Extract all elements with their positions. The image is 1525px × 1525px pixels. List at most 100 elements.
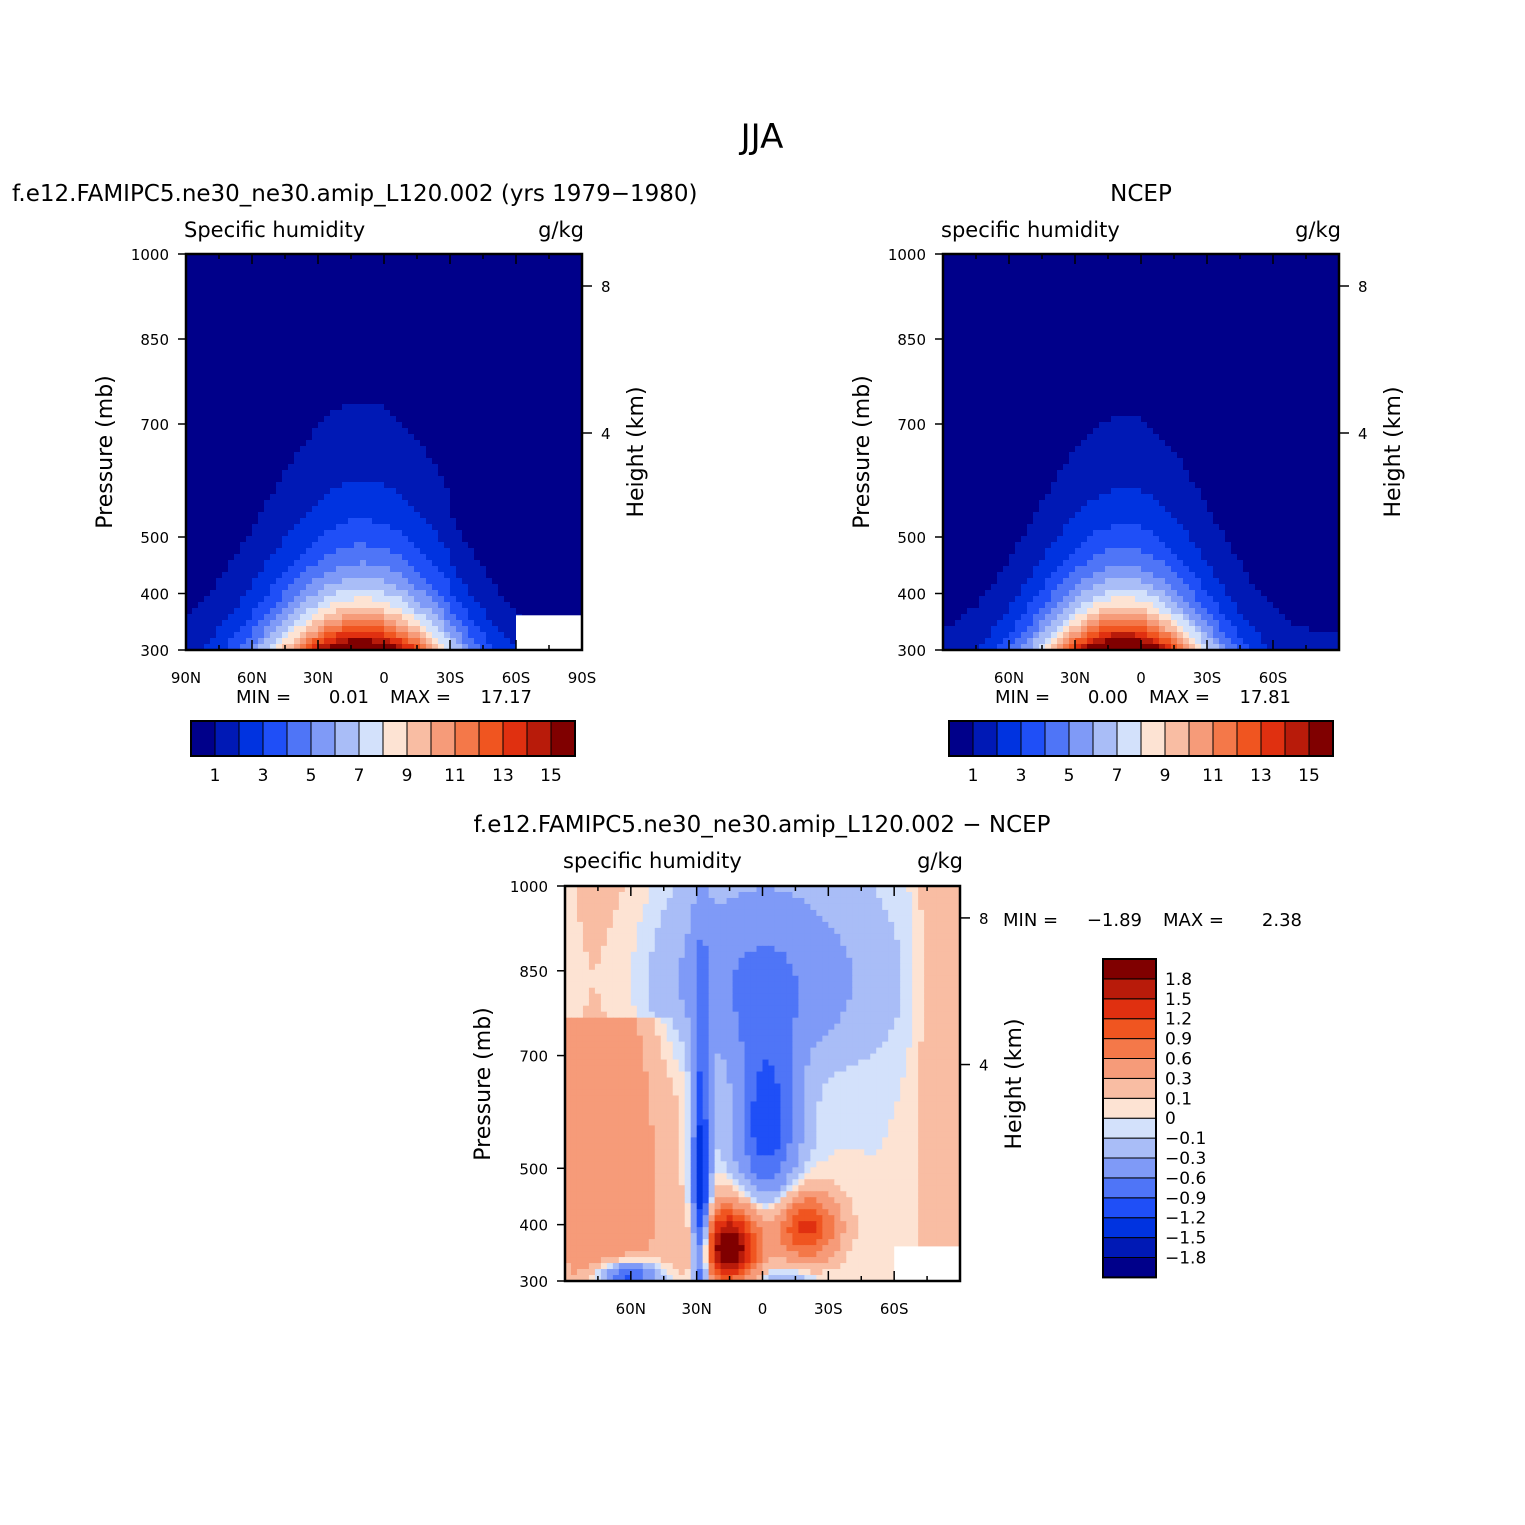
contour-cell xyxy=(318,554,325,561)
contour-cell xyxy=(228,380,235,387)
contour-cell xyxy=(216,362,223,369)
contour-cell xyxy=(372,254,379,261)
contour-cell xyxy=(270,458,277,465)
contour-cell xyxy=(552,308,559,315)
contour-cell xyxy=(558,398,565,405)
contour-cell xyxy=(204,356,211,363)
contour-cell xyxy=(360,530,367,537)
contour-cell xyxy=(306,284,313,291)
contour-cell xyxy=(1231,290,1238,297)
contour-cell xyxy=(1135,260,1142,267)
contour-cell xyxy=(444,338,451,345)
contour-cell xyxy=(492,548,499,555)
contour-cell xyxy=(528,398,535,405)
contour-cell xyxy=(486,344,493,351)
contour-cell xyxy=(444,308,451,315)
contour-cell xyxy=(372,554,379,561)
contour-cell xyxy=(546,362,553,369)
contour-cell xyxy=(486,500,493,507)
contour-cell xyxy=(354,554,361,561)
contour-cell xyxy=(1141,254,1148,261)
contour-cell xyxy=(1033,278,1040,285)
contour-cell xyxy=(222,272,229,279)
contour-cell xyxy=(498,314,505,321)
contour-cell xyxy=(324,386,331,393)
contour-cell xyxy=(324,482,331,489)
contour-cell xyxy=(198,344,205,351)
contour-cell xyxy=(384,506,391,513)
contour-cell xyxy=(252,266,259,273)
contour-cell xyxy=(282,536,289,543)
contour-cell xyxy=(540,548,547,555)
contour-cell xyxy=(384,458,391,465)
contour-cell xyxy=(300,368,307,375)
contour-cell xyxy=(186,290,193,297)
contour-cell xyxy=(390,482,397,489)
contour-cell xyxy=(570,488,577,495)
contour-cell xyxy=(312,614,319,621)
contour-cell xyxy=(330,590,337,597)
contour-cell xyxy=(264,320,271,327)
contour-cell xyxy=(300,398,307,405)
contour-cell xyxy=(492,530,499,537)
contour-cell xyxy=(570,440,577,447)
contour-cell xyxy=(432,428,439,435)
contour-cell xyxy=(450,296,457,303)
contour-cell xyxy=(1183,254,1190,261)
contour-cell xyxy=(1075,290,1082,297)
contour-cell xyxy=(378,356,385,363)
contour-cell xyxy=(504,410,511,417)
contour-cell xyxy=(294,632,301,639)
contour-cell xyxy=(1165,290,1172,297)
contour-cell xyxy=(552,452,559,459)
contour-cell xyxy=(468,254,475,261)
contour-cell xyxy=(486,326,493,333)
contour-cell xyxy=(1273,296,1280,303)
contour-cell xyxy=(324,446,331,453)
contour-cell xyxy=(228,302,235,309)
contour-cell xyxy=(438,422,445,429)
contour-cell xyxy=(288,398,295,405)
contour-cell xyxy=(402,602,409,609)
contour-cell xyxy=(342,452,349,459)
contour-cell xyxy=(384,344,391,351)
contour-cell xyxy=(534,584,541,591)
contour-cell xyxy=(300,272,307,279)
contour-cell xyxy=(240,482,247,489)
contour-cell xyxy=(366,542,373,549)
contour-cell xyxy=(540,290,547,297)
contour-cell xyxy=(1135,290,1142,297)
contour-cell xyxy=(1039,278,1046,285)
contour-cell xyxy=(402,494,409,501)
contour-cell xyxy=(438,446,445,453)
contour-cell xyxy=(222,506,229,513)
contour-cell xyxy=(426,338,433,345)
contour-cell xyxy=(1069,284,1076,291)
contour-cell xyxy=(1015,302,1022,309)
contour-cell xyxy=(402,314,409,321)
contour-cell xyxy=(1093,266,1100,273)
contour-cell xyxy=(426,434,433,441)
contour-cell xyxy=(414,488,421,495)
contour-cell xyxy=(1009,296,1016,303)
contour-cell xyxy=(564,464,571,471)
contour-cell xyxy=(396,440,403,447)
contour-cell xyxy=(486,398,493,405)
contour-cell xyxy=(997,290,1004,297)
contour-cell xyxy=(492,614,499,621)
contour-cell xyxy=(252,500,259,507)
contour-cell xyxy=(1273,260,1280,267)
contour-cell xyxy=(300,620,307,627)
contour-cell xyxy=(228,530,235,537)
contour-cell xyxy=(546,482,553,489)
contour-cell xyxy=(192,380,199,387)
contour-cell xyxy=(522,512,529,519)
contour-cell xyxy=(282,482,289,489)
contour-cell xyxy=(546,518,553,525)
contour-cell xyxy=(462,422,469,429)
contour-cell xyxy=(961,296,968,303)
contour-cell xyxy=(486,620,493,627)
contour-cell xyxy=(186,350,193,357)
contour-cell xyxy=(354,620,361,627)
contour-cell xyxy=(516,422,523,429)
